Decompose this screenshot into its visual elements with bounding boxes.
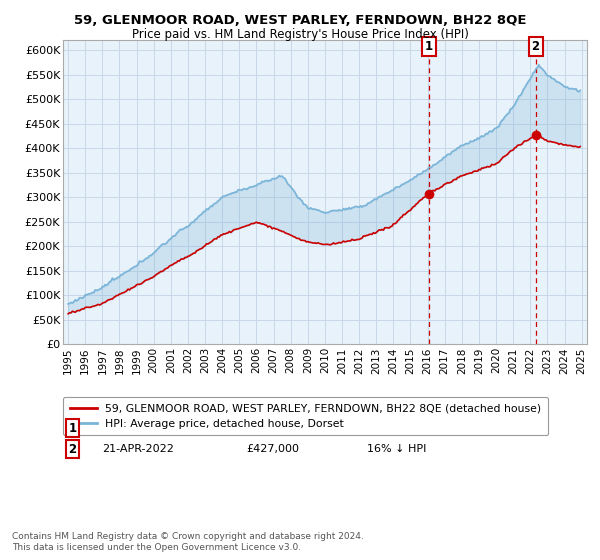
Text: 59, GLENMOOR ROAD, WEST PARLEY, FERNDOWN, BH22 8QE: 59, GLENMOOR ROAD, WEST PARLEY, FERNDOWN…: [74, 14, 526, 27]
Text: 29-JAN-2016: 29-JAN-2016: [102, 423, 172, 433]
Text: Contains HM Land Registry data © Crown copyright and database right 2024.
This d: Contains HM Land Registry data © Crown c…: [12, 532, 364, 552]
Text: 21-APR-2022: 21-APR-2022: [102, 444, 174, 454]
Text: 1: 1: [425, 40, 433, 53]
Text: £427,000: £427,000: [247, 444, 299, 454]
Text: £307,500: £307,500: [247, 423, 299, 433]
Text: 2: 2: [68, 443, 76, 456]
Text: 16% ↓ HPI: 16% ↓ HPI: [367, 444, 426, 454]
Text: 1: 1: [68, 422, 76, 435]
Legend: 59, GLENMOOR ROAD, WEST PARLEY, FERNDOWN, BH22 8QE (detached house), HPI: Averag: 59, GLENMOOR ROAD, WEST PARLEY, FERNDOWN…: [63, 397, 548, 435]
Text: 2: 2: [532, 40, 539, 53]
Text: Price paid vs. HM Land Registry's House Price Index (HPI): Price paid vs. HM Land Registry's House …: [131, 28, 469, 41]
Text: 20% ↓ HPI: 20% ↓ HPI: [367, 423, 427, 433]
